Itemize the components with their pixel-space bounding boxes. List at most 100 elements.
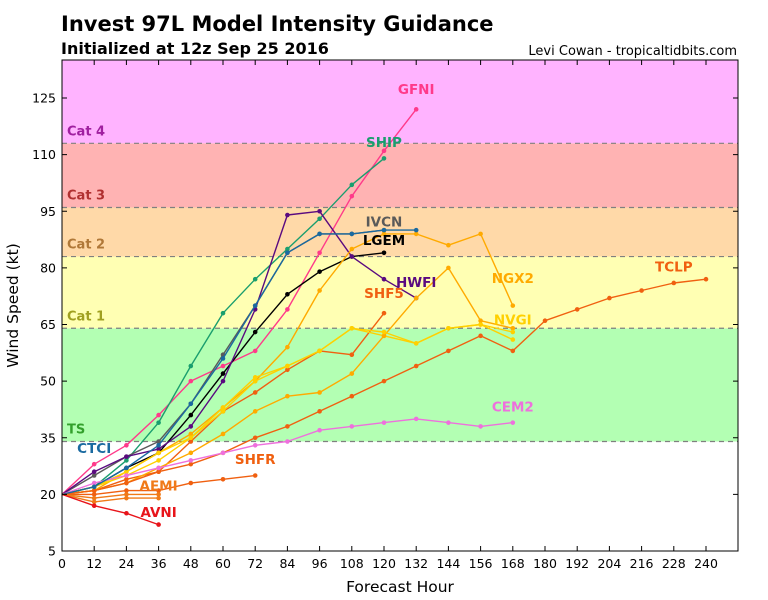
chart-subtitle: Initialized at 12z Sep 25 2016 [61,39,329,58]
model-series [61,107,709,527]
point-ship [220,310,226,316]
point-cem2 [220,450,226,456]
band-cat-3 [62,143,738,208]
point-shf5 [349,352,355,358]
band-ts [62,328,738,442]
point-ship [156,420,161,425]
point-ngx2 [285,344,290,350]
band-label-cat-3: Cat 3 [67,188,105,203]
point-ship [188,363,194,369]
point-ctci [381,227,387,233]
label-ctci: CTCI [77,441,111,457]
point-gfni [317,250,322,256]
point-tclp [156,469,161,475]
point-cem2 [381,420,387,425]
point-hwfi [188,424,194,429]
band-cat-2 [62,207,738,257]
point-shf5 [124,476,129,482]
point-ship [317,216,322,222]
point-tclp [607,295,612,301]
plot-frame [61,59,739,552]
y-tick-label: 20 [40,487,56,502]
point-ngx2 [317,288,322,293]
point-cem2 [478,424,483,429]
point-ctci [349,231,355,237]
label-ngx2: NGX2 [492,271,534,287]
x-tick-label: 60 [215,556,231,571]
line-avni [61,493,159,526]
point-tclp [381,378,387,384]
point-ctci [124,465,129,471]
point-shf5 [252,390,258,395]
point-tclp [252,435,258,441]
x-tick-label: 36 [151,556,167,571]
x-tick-label: 180 [533,556,557,571]
x-tick-label: 204 [597,556,621,571]
point-lgem [381,250,387,256]
point-aemi-aux [156,495,161,501]
point-nvgi-aux [285,363,290,369]
label-ship: SHIP [366,135,402,151]
point-tclp [91,488,97,493]
y-tick-label: 35 [40,430,56,445]
series-avni [61,493,161,527]
point-lgem [285,292,290,297]
point-ctci [252,303,258,308]
point-tclp [671,280,677,286]
point-tclp [285,424,290,429]
point-ngx2-aux [413,295,419,301]
label-gfni: GFNI [398,82,435,98]
point-lgem [220,371,226,376]
point-gfni [124,443,129,448]
label-hwfi: HWFI [396,275,436,291]
point-ngx2-aux [510,325,516,331]
point-lgem [317,269,322,274]
point-tclp [510,348,516,354]
line-hwfi [61,210,417,495]
point-avni [156,522,161,527]
point-aemi [156,492,161,497]
label-aemi: AEMI [140,479,178,495]
x-tick-label: 144 [436,556,460,571]
x-tick-label: 84 [279,556,295,571]
point-tclp [349,393,355,399]
y-axis-label: Wind Speed (kt) [4,243,22,368]
point-nvgi-aux [317,348,322,354]
point-nvgi [124,469,129,475]
point-shfr [220,476,226,482]
band-label-cat-1: Cat 1 [67,309,105,324]
point-hwfi [156,446,161,452]
point-gfni [188,378,194,384]
label-shfr: SHFR [235,452,276,468]
point-cem2 [510,420,516,425]
point-ngx2-aux [317,390,322,395]
point-avni [124,510,129,516]
point-nvgi-aux [510,329,516,335]
point-nvgi-aux [349,325,355,331]
point-nvgi [252,378,258,384]
point-ngx2-aux [381,333,387,339]
band-label-cat-2: Cat 2 [67,238,105,253]
point-ngx2-aux [285,393,290,399]
point-lgem [188,412,194,418]
x-tick-label: 132 [404,556,428,571]
point-hwfi [220,378,226,384]
point-tclp [639,288,644,293]
point-ngx2-aux [349,371,355,376]
x-tick-label: 240 [694,556,718,571]
point-ngx2 [349,246,355,252]
x-tick-label: 216 [630,556,654,571]
point-tclp [188,461,194,467]
point-ctci [413,227,419,233]
band-label-ts: TS [67,423,85,438]
point-cem2 [188,458,194,463]
point-nvgi [510,337,516,342]
label-lgem: LGEM [363,233,405,249]
point-tclp [446,348,451,354]
point-ctci [317,231,322,237]
point-shf5 [285,367,290,373]
series-aemi [61,492,161,501]
y-tick-label: 110 [32,147,56,162]
y-axis-ticks: 5 20 35 50 65 80 95 110 125 [32,91,738,559]
x-tick-label: 72 [247,556,263,571]
